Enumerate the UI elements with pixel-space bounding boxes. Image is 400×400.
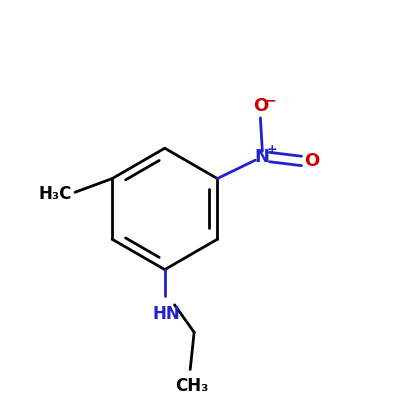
Text: N: N: [255, 148, 270, 166]
Text: +: +: [267, 143, 278, 156]
Text: HN: HN: [153, 305, 180, 323]
Text: O: O: [304, 152, 319, 170]
Text: CH₃: CH₃: [176, 377, 209, 395]
Text: H₃C: H₃C: [38, 185, 72, 203]
Text: O: O: [253, 97, 268, 115]
Text: −: −: [264, 93, 276, 107]
